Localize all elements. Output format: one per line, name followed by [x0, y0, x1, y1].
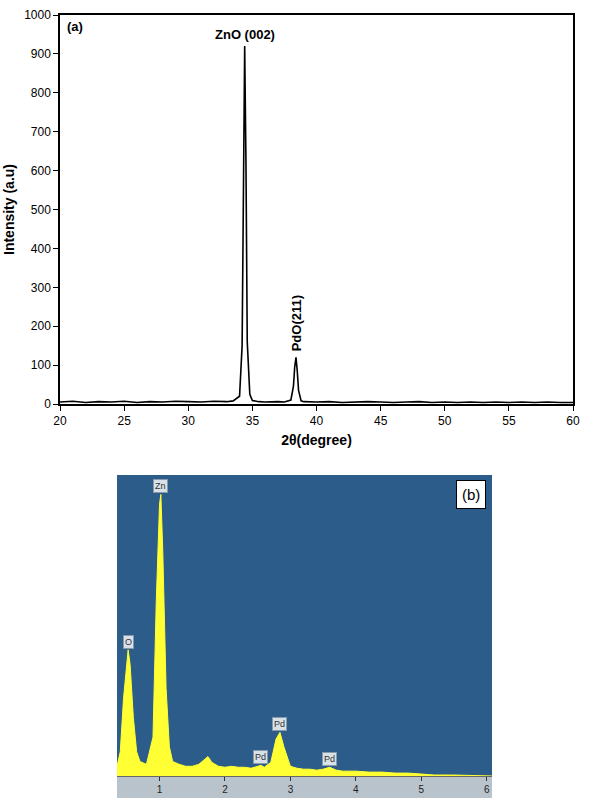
svg-text:PdO(211): PdO(211) — [289, 295, 304, 351]
svg-text:(b): (b) — [462, 486, 480, 503]
svg-text:45: 45 — [374, 414, 388, 428]
svg-text:25: 25 — [117, 414, 131, 428]
svg-text:1: 1 — [157, 784, 163, 795]
svg-text:Intensity (a.u): Intensity (a.u) — [1, 164, 17, 255]
svg-text:(a): (a) — [67, 19, 83, 34]
svg-text:800: 800 — [31, 86, 51, 100]
svg-text:700: 700 — [31, 125, 51, 139]
svg-text:Pd: Pd — [324, 754, 335, 764]
svg-text:900: 900 — [31, 47, 51, 61]
svg-text:Zn: Zn — [155, 481, 166, 491]
svg-text:3: 3 — [288, 784, 294, 795]
svg-text:200: 200 — [31, 319, 51, 333]
svg-text:600: 600 — [31, 164, 51, 178]
svg-text:50: 50 — [438, 414, 452, 428]
svg-text:4: 4 — [353, 784, 359, 795]
svg-text:500: 500 — [31, 203, 51, 217]
svg-text:300: 300 — [31, 281, 51, 295]
svg-text:6: 6 — [484, 784, 490, 795]
svg-text:5: 5 — [419, 784, 425, 795]
svg-text:1000: 1000 — [24, 8, 51, 22]
svg-text:60: 60 — [566, 414, 580, 428]
svg-text:2: 2 — [222, 784, 228, 795]
svg-text:40: 40 — [310, 414, 324, 428]
svg-text:Pd: Pd — [255, 752, 266, 762]
svg-text:30: 30 — [182, 414, 196, 428]
svg-text:O: O — [125, 637, 132, 647]
svg-text:2θ(degree): 2θ(degree) — [281, 432, 352, 448]
svg-text:0: 0 — [44, 397, 51, 411]
svg-text:ZnO (002): ZnO (002) — [215, 27, 275, 42]
svg-text:20: 20 — [53, 414, 67, 428]
svg-text:55: 55 — [502, 414, 516, 428]
svg-text:Pd: Pd — [274, 719, 285, 729]
svg-text:35: 35 — [246, 414, 260, 428]
svg-text:400: 400 — [31, 242, 51, 256]
svg-text:100: 100 — [31, 358, 51, 372]
